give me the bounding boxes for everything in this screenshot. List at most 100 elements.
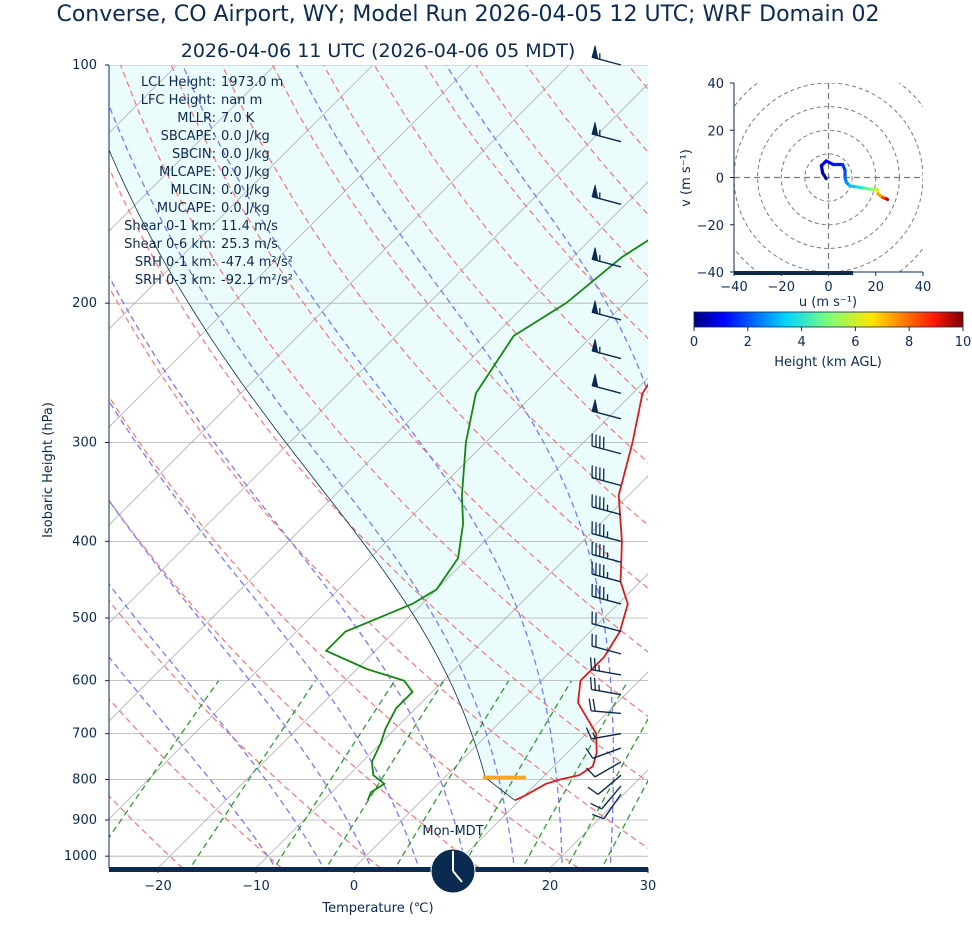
moist-adiabat-line [109,655,277,868]
hodograph-segment [884,197,890,202]
stat-value: 25.3 m/s [221,237,278,252]
barb-staff [591,668,622,676]
hodograph: −40 −20 0 20 40 40 20 0 −20 −40 [697,77,932,295]
wind-barb [591,339,622,360]
figure-title: Converse, CO Airport, WY; Model Run 2026… [56,2,879,27]
wind-barb [591,494,622,516]
barb-staff [591,595,622,605]
y-tick-label: 500 [72,611,97,626]
barb-flag [591,373,599,388]
y-tick-label: 1000 [64,849,97,864]
time-bar [109,867,648,872]
colorbar-tick-label: 8 [905,335,913,350]
barb-full [592,813,605,820]
barb-full [593,657,597,671]
skew-t-plot: 1002003004005006007008009001000−20−10010… [64,58,972,894]
barb-staff [591,477,622,487]
wind-barb [587,774,622,796]
barb-staff [591,623,622,633]
wind-barb [591,611,622,633]
isotherm-line [109,65,570,526]
barb-full [588,698,592,711]
hodograph-ylabel: v (m s⁻¹) [679,149,694,207]
isotherm-line [647,867,648,868]
barb-full [587,786,599,795]
x-tick-label: −20 [144,879,171,894]
parcel-path [109,148,516,801]
mixing-ratio-line [109,680,220,839]
barb-full [585,727,593,740]
colorbar-gradient [693,311,964,328]
colorbar-label: Height (km AGL) [774,355,882,370]
hodograph-xlabel: u (m s⁻¹) [799,295,857,310]
cape-fill [109,65,648,801]
stat-label: MLLR: [177,111,216,126]
wind-barb [591,465,622,487]
barb-staff [591,553,622,563]
dry-adiabat-line [109,395,579,868]
stat-value: -47.4 m²/s² [221,255,293,270]
barb-staff [597,774,622,796]
colorbar-tick-label: 0 [690,335,698,350]
wind-barb [591,399,622,420]
wind-barb [591,122,622,143]
wind-barb [591,247,622,268]
dry-adiabat-line [882,65,972,868]
colorbar-tick-label: 10 [955,335,972,350]
wind-barb [591,542,622,563]
stat-label: LCL Height: [141,75,216,90]
y-tick-label: 700 [72,727,97,742]
barb-flag [591,399,599,414]
clock-label: Mon-MDT [422,824,483,839]
moist-adiabat-line [182,65,563,868]
stat-label: SBCAPE: [161,129,216,144]
dry-adiabat-line [322,65,648,464]
figure-subtitle: 2026-04-06 11 UTC (2026-04-06 05 MDT) [181,40,576,62]
moist-adiabat-line [109,400,420,868]
isotherm-line [255,475,648,868]
barb-full [593,677,597,691]
hodograph-time-bar [734,271,854,275]
hodograph-y-tick-label: 20 [707,124,724,139]
colorbar-tick-label: 4 [797,335,805,350]
mixing-ratio-line [565,717,648,868]
wind-barb [591,300,622,321]
barb-flag [591,122,599,137]
stat-value: 1973.0 m [221,75,283,90]
wind-barb [588,698,622,715]
barb-staff [591,732,622,740]
x-tick-label: 0 [350,879,358,894]
moist-adiabat-line [109,275,468,868]
dry-adiabat-line [109,795,183,868]
isotherm-line [353,573,648,868]
hodograph-y-tick-label: −20 [697,219,724,234]
height-colorbar: 0 2 4 6 8 10 [690,311,972,350]
stat-value: 7.0 K [221,111,255,126]
y-tick-label: 400 [72,534,97,549]
barb-staff [601,785,622,810]
y-tick-label: 600 [72,674,97,689]
barb-flag [591,247,599,262]
barb-staff [591,506,622,516]
x-tick-label: −10 [242,879,269,894]
isotherm-line [109,181,648,722]
wind-barb [591,583,622,605]
colorbar-tick-label: 6 [851,335,859,350]
dry-adiabat-line [373,65,648,402]
dry-adiabat-line [109,166,648,783]
stat-value: 0.0 J/kg [221,183,270,198]
barb-flag [591,339,599,353]
barb-full [592,698,596,712]
stat-label: SRH 0-3 km: [135,273,216,288]
barb-full [589,657,593,670]
wind-barb [591,433,622,455]
stat-value: 0.0 J/kg [221,129,270,144]
wind-barb [585,747,622,759]
isotherm-line [109,279,648,820]
mixing-ratio-line [461,680,573,868]
wind-barb [591,373,622,394]
isotherm-line [746,65,972,868]
clock-icon [430,848,476,894]
sounding-stats: LCL Height: 1973.0 m LFC Height: nan m MLLR:… [124,75,293,288]
